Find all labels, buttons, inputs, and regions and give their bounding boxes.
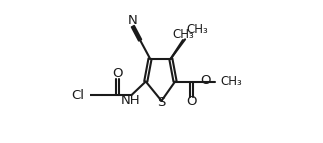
- Text: N: N: [128, 14, 138, 26]
- Text: CH₃: CH₃: [186, 23, 208, 36]
- Text: O: O: [186, 95, 197, 108]
- Text: CH₃: CH₃: [221, 75, 243, 88]
- Text: O: O: [113, 67, 123, 80]
- Text: NH: NH: [121, 94, 141, 107]
- Text: CH₃: CH₃: [173, 28, 194, 41]
- Text: S: S: [157, 96, 166, 109]
- Text: O: O: [201, 74, 211, 87]
- Text: Cl: Cl: [71, 89, 84, 102]
